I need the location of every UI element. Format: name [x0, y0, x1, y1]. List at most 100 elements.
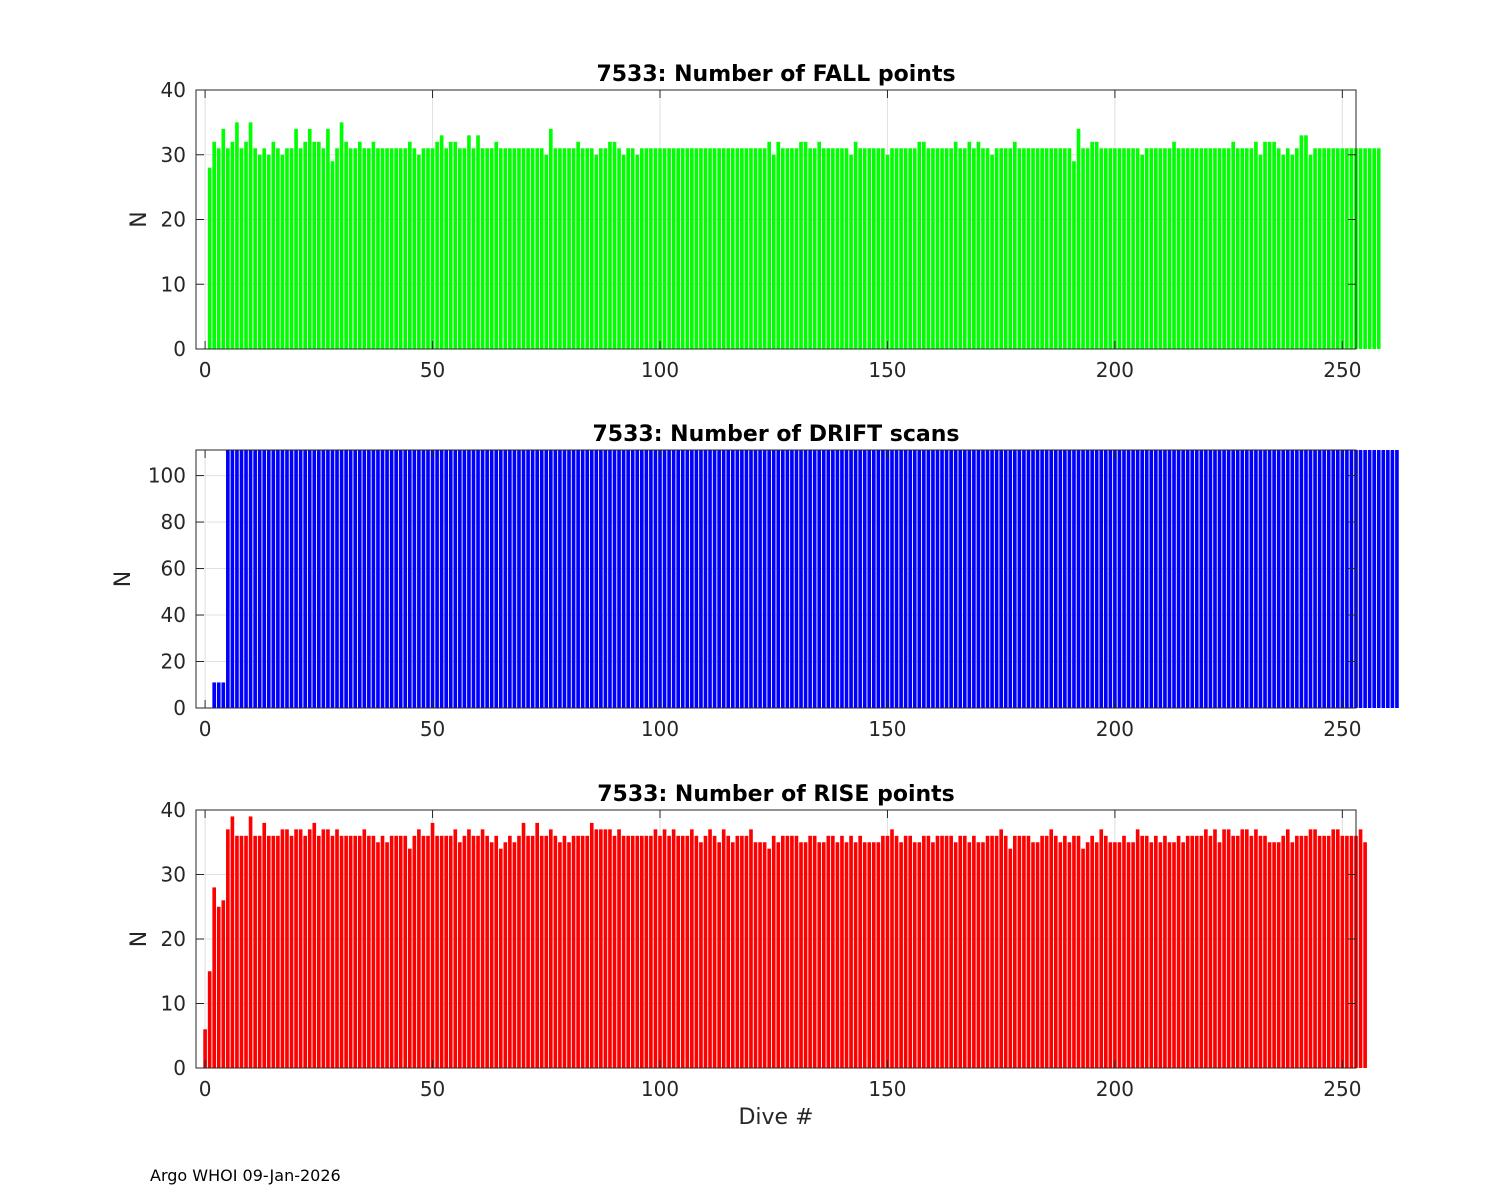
drift-bar — [1390, 450, 1395, 708]
rise-bar — [667, 835, 671, 1068]
fall-bar — [398, 148, 403, 349]
rise-bar — [635, 835, 640, 1068]
fall-bar — [1013, 141, 1017, 349]
drift-bar — [785, 450, 790, 708]
fall-title: 7533: Number of FALL points — [596, 62, 955, 87]
rise-bar — [580, 835, 585, 1068]
rise-bar — [1267, 842, 1272, 1068]
fall-bar — [621, 154, 626, 349]
fall-bar — [1163, 148, 1167, 349]
fall-bar — [685, 148, 690, 349]
fall-bar — [1363, 148, 1367, 349]
fall-bar — [326, 128, 330, 349]
drift-bar — [699, 450, 703, 708]
drift-bar — [1013, 450, 1017, 708]
fall-bar — [735, 148, 740, 349]
fall-bar — [931, 148, 935, 349]
drift-bar — [912, 450, 917, 708]
rise-bar — [940, 835, 944, 1068]
fall-bar — [1235, 148, 1240, 349]
rise-bar — [503, 842, 508, 1068]
rise-xtick-label: 200 — [1096, 1077, 1134, 1101]
fall-bar — [585, 148, 590, 349]
rise-bar — [1026, 835, 1031, 1068]
drift-bar — [1395, 450, 1399, 708]
fall-bar — [1285, 148, 1290, 349]
rise-bar — [753, 842, 758, 1068]
rise-bar — [1335, 829, 1340, 1068]
drift-bar — [1094, 450, 1099, 708]
fall-bar — [1258, 154, 1263, 349]
drift-bar — [1263, 450, 1267, 708]
drift-bar — [831, 450, 835, 708]
drift-bar — [649, 450, 653, 708]
drift-bar — [353, 450, 358, 708]
drift-bar — [1044, 450, 1049, 708]
rise-bar — [1144, 835, 1149, 1068]
fall-bar — [1231, 141, 1235, 349]
rise-ylabel: N — [127, 931, 152, 947]
fall-bar — [817, 141, 822, 349]
drift-bar — [512, 450, 517, 708]
drift-bar — [794, 450, 799, 708]
fall-bar — [862, 148, 867, 349]
rise-bar — [1204, 829, 1208, 1068]
rise-bar — [794, 835, 799, 1068]
drift-bar — [1149, 450, 1154, 708]
drift-bar — [931, 450, 935, 708]
fall-bar — [1367, 148, 1372, 349]
rise-bar — [972, 835, 976, 1068]
fall-bar — [503, 148, 508, 349]
rise-bar — [1135, 829, 1140, 1068]
rise-bar — [608, 829, 612, 1068]
rise-bar — [612, 835, 617, 1068]
fall-bar — [294, 128, 298, 349]
fall-ytick-label: 20 — [161, 208, 186, 232]
drift-bar — [972, 450, 976, 708]
fall-bar — [1053, 148, 1058, 349]
fall-bar — [717, 148, 721, 349]
fall-bar — [1108, 148, 1113, 349]
drift-bar — [430, 450, 435, 708]
fall-bar — [730, 148, 735, 349]
drift-bar — [653, 450, 658, 708]
drift-bar — [744, 450, 749, 708]
fall-bar — [976, 141, 981, 349]
drift-bar — [1185, 450, 1190, 708]
rise-bar — [862, 842, 867, 1068]
drift-bar — [721, 450, 726, 708]
drift-bar — [367, 450, 371, 708]
drift-bar — [821, 450, 826, 708]
fall-bar — [226, 148, 230, 349]
drift-xtick-label: 0 — [199, 717, 212, 741]
drift-bar — [239, 450, 244, 708]
rise-bar — [530, 835, 535, 1068]
drift-bar — [580, 450, 585, 708]
drift-bar — [1308, 450, 1313, 708]
fall-points-axes: 0 50 100 150 200 250 0 10 20 30 40 7533: Number of … — [127, 62, 1381, 382]
drift-bar — [1299, 450, 1304, 708]
drift-bar — [1040, 450, 1044, 708]
drift-bar — [226, 450, 230, 708]
fall-bar — [1149, 148, 1154, 349]
rise-bar — [303, 835, 307, 1068]
drift-bar — [1258, 450, 1263, 708]
fall-bar — [285, 148, 289, 349]
rise-xtick-label: 100 — [641, 1077, 679, 1101]
rise-bar — [407, 848, 412, 1068]
drift-bar — [817, 450, 822, 708]
fall-bar — [1358, 148, 1363, 349]
rise-bar — [544, 835, 549, 1068]
drift-bar — [630, 450, 635, 708]
drift-bar — [981, 450, 985, 708]
fall-bar — [353, 148, 358, 349]
rise-bar — [562, 835, 567, 1068]
fall-bar — [549, 128, 553, 349]
drift-bar — [321, 450, 326, 708]
rise-bar — [476, 835, 480, 1068]
drift-bar — [421, 450, 426, 708]
fall-bar — [335, 148, 339, 349]
drift-bar — [690, 450, 694, 708]
drift-bar — [253, 450, 257, 708]
